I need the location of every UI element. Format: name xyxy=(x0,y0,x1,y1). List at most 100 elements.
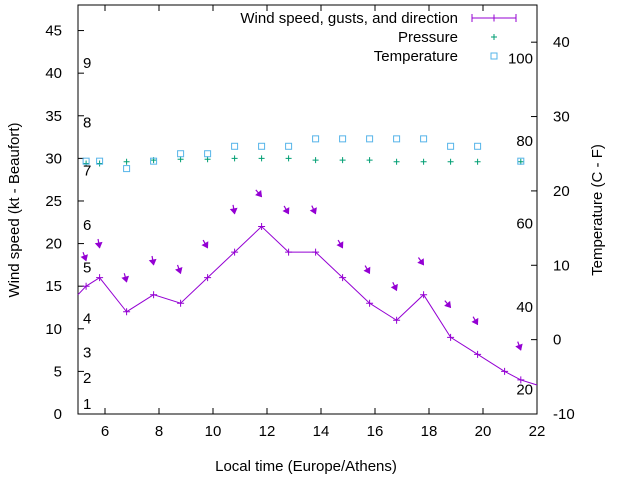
gust-arrow-head xyxy=(444,300,452,309)
temperature-point xyxy=(231,142,239,150)
beaufort-label: 8 xyxy=(83,115,91,132)
legend-marker-temperature xyxy=(490,52,498,60)
labels-layer: Local time (Europe/Athens) Wind speed (k… xyxy=(6,10,606,475)
legend-entry-wind: Wind speed, gusts, and direction xyxy=(240,10,458,27)
y-tick-label: 35 xyxy=(45,108,62,125)
temperature-point xyxy=(123,165,131,173)
gust-arrow-head xyxy=(336,241,344,249)
wind-speed-point xyxy=(393,316,401,324)
pressure-point xyxy=(339,157,346,164)
wind-speed-line xyxy=(77,225,538,386)
temperature-point xyxy=(447,142,455,150)
fahrenheit-label: 80 xyxy=(516,133,533,150)
x-tick-label: 12 xyxy=(259,423,276,440)
wind-speed-point xyxy=(312,248,320,256)
pressure-point xyxy=(123,158,130,165)
temperature-point xyxy=(96,157,104,165)
temperature-point xyxy=(204,150,212,158)
pressure-point xyxy=(285,155,292,162)
y-tick-label: 30 xyxy=(45,150,62,167)
pressure-point xyxy=(231,155,238,162)
legend-entry-temperature: Temperature xyxy=(374,48,458,65)
gust-arrow-head xyxy=(363,266,371,275)
wind-speed-point xyxy=(123,308,131,316)
gust-arrow-head xyxy=(255,190,263,198)
gust-arrow xyxy=(336,239,344,249)
y2-tick-label: 0 xyxy=(553,332,561,349)
gust-arrow xyxy=(390,282,398,292)
gust-arrow-head xyxy=(417,258,425,266)
gust-arrow-head xyxy=(148,258,157,266)
beaufort-label: 7 xyxy=(83,162,91,179)
gust-arrow-head xyxy=(121,275,129,283)
gust-arrow-head xyxy=(80,254,88,262)
temperature-point xyxy=(339,135,347,143)
fahrenheit-label: 40 xyxy=(516,299,533,316)
wind-speed-point xyxy=(447,333,455,341)
gust-arrow-head xyxy=(282,207,290,215)
temperature-point xyxy=(393,135,401,143)
x-axis-label: Local time (Europe/Athens) xyxy=(215,458,397,475)
temperature-point xyxy=(177,150,185,158)
gust-arrow xyxy=(121,273,129,283)
legend-marker-wind xyxy=(471,14,517,22)
x-tick-label: 22 xyxy=(529,423,546,440)
pressure-point xyxy=(312,157,319,164)
pressure-point xyxy=(447,158,454,165)
wind-speed-point xyxy=(285,248,293,256)
gust-arrow xyxy=(471,316,479,326)
y2-axis-label: Temperature (C - F) xyxy=(589,144,606,276)
series-layer xyxy=(77,14,538,386)
beaufort-label: 9 xyxy=(83,55,91,72)
wind-speed-point xyxy=(517,376,525,384)
wind-speed-point xyxy=(339,274,347,282)
x-tick-label: 14 xyxy=(313,423,330,440)
legend-entry-pressure: Pressure xyxy=(398,29,458,46)
temperature-point xyxy=(420,135,428,143)
fahrenheit-label: 60 xyxy=(516,216,533,233)
y2-tick-label: -10 xyxy=(553,406,575,423)
y-axis-label: Wind speed (kt - Beaufort) xyxy=(6,122,23,297)
beaufort-label: 6 xyxy=(83,217,91,234)
temperature-point xyxy=(258,142,266,150)
y-tick-label: 15 xyxy=(45,278,62,295)
gust-arrow-head xyxy=(471,317,479,326)
wind-speed-point xyxy=(96,274,104,282)
y-tick-label: 0 xyxy=(54,406,62,423)
y2-tick-label: 30 xyxy=(553,109,570,126)
wind-speed-point xyxy=(258,223,266,231)
gust-arrow-head xyxy=(309,207,317,215)
y-tick-label: 20 xyxy=(45,236,62,253)
gust-arrow-head xyxy=(515,343,523,351)
gust-arrow xyxy=(201,239,209,249)
x-tick-label: 20 xyxy=(475,423,492,440)
gust-arrow-head xyxy=(201,241,209,249)
y-tick-label: 5 xyxy=(54,363,62,380)
wind-speed-point xyxy=(420,291,428,299)
plot-frame xyxy=(77,4,538,415)
pressure-point xyxy=(366,157,373,164)
wind-speed-point xyxy=(82,282,90,290)
wind-speed-point xyxy=(231,248,239,256)
x-tick-label: 18 xyxy=(421,423,438,440)
x-tick-label: 8 xyxy=(155,423,163,440)
pressure-point xyxy=(83,160,90,167)
beaufort-label: 1 xyxy=(83,396,91,413)
y-tick-label: 45 xyxy=(45,23,62,40)
y2-tick-label: 10 xyxy=(553,257,570,274)
gust-arrow xyxy=(309,205,317,215)
temperature-point xyxy=(82,157,90,165)
gust-arrow xyxy=(255,189,263,198)
gust-arrow-head xyxy=(390,283,398,292)
temperature-point xyxy=(366,135,374,143)
wind-speed-point xyxy=(366,299,374,307)
gust-arrow-head xyxy=(94,241,103,249)
gust-arrow xyxy=(94,238,103,249)
gust-arrow-head xyxy=(175,266,183,275)
beaufort-label: 3 xyxy=(83,345,91,362)
pressure-point xyxy=(258,155,265,162)
gust-arrow xyxy=(229,204,238,215)
temperature-point xyxy=(474,142,482,150)
x-tick-label: 16 xyxy=(367,423,384,440)
